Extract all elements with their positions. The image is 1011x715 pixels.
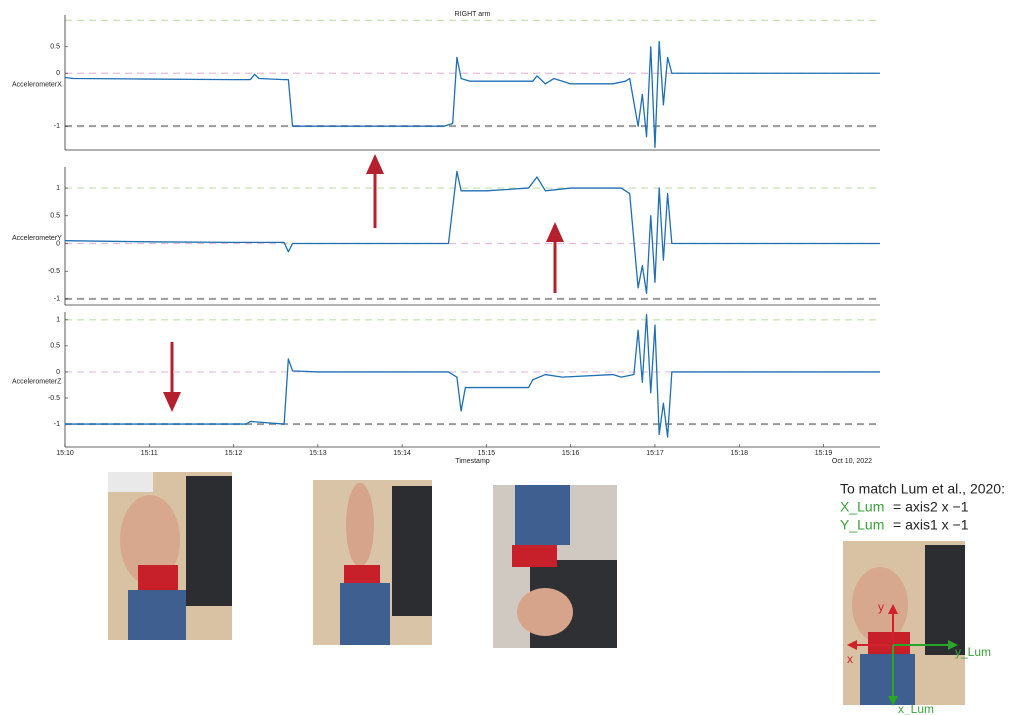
y-axis-label: AccelerometerZ xyxy=(12,378,62,385)
photo-label: x_Lum xyxy=(898,702,934,715)
y-tick-label: -1 xyxy=(54,123,60,130)
note-name: X_Lum xyxy=(840,499,884,515)
note-rule: = axis1 x −1 xyxy=(893,517,969,533)
photo-down xyxy=(493,485,617,648)
x-tick-label: 15:16 xyxy=(562,450,580,457)
note-rule: = axis2 x −1 xyxy=(893,499,969,515)
x-tick-label: 15:13 xyxy=(309,450,327,457)
photo-flat xyxy=(108,472,232,640)
photo-label: y_Lum xyxy=(955,645,991,659)
photo-axes: y x y_Lum x_Lum xyxy=(843,541,991,715)
y-tick-label: -1 xyxy=(54,421,60,428)
data-line xyxy=(65,315,880,437)
y-tick-label: 1 xyxy=(56,185,60,192)
arrows xyxy=(163,154,564,412)
date-label: Oct 10, 2022 xyxy=(832,458,872,465)
x-tick-label: 15:10 xyxy=(56,450,74,457)
photo-label: y xyxy=(878,600,884,614)
figure: y x y_Lum x_Lum To match Lum et al., 202… xyxy=(0,0,1011,715)
y-tick-label: -1 xyxy=(54,296,60,303)
x-tick-label: 15:15 xyxy=(478,450,496,457)
x-tick-label: 15:19 xyxy=(815,450,833,457)
photo-label: x xyxy=(847,652,853,666)
y-tick-label: 0 xyxy=(56,369,60,376)
y-tick-label: -0.5 xyxy=(48,395,60,402)
photo-side xyxy=(313,480,432,645)
chart-title: RIGHT arm xyxy=(455,11,491,18)
y-tick-label: 0.5 xyxy=(50,44,60,51)
x-axis-label: Timestamp xyxy=(455,458,489,465)
data-line xyxy=(65,171,880,293)
x-tick-label: 15:18 xyxy=(730,450,748,457)
y-tick-label: 1 xyxy=(56,317,60,324)
x-tick-label: 15:14 xyxy=(393,450,411,457)
x-tick-label: 15:12 xyxy=(225,450,243,457)
y-tick-label: -0.5 xyxy=(48,268,60,275)
data-line xyxy=(65,41,880,147)
y-tick-label: 0 xyxy=(56,70,60,77)
x-tick-label: 15:17 xyxy=(646,450,664,457)
y-tick-label: 0.5 xyxy=(50,213,60,220)
note-title: To match Lum et al., 2020: xyxy=(840,481,1005,497)
y-axis-label: AccelerometerY xyxy=(12,235,62,242)
x-tick-label: 15:11 xyxy=(141,450,158,457)
y-tick-label: 0.5 xyxy=(50,343,60,350)
y-axis-label: AccelerometerX xyxy=(12,81,62,88)
note-name: Y_Lum xyxy=(840,517,884,533)
